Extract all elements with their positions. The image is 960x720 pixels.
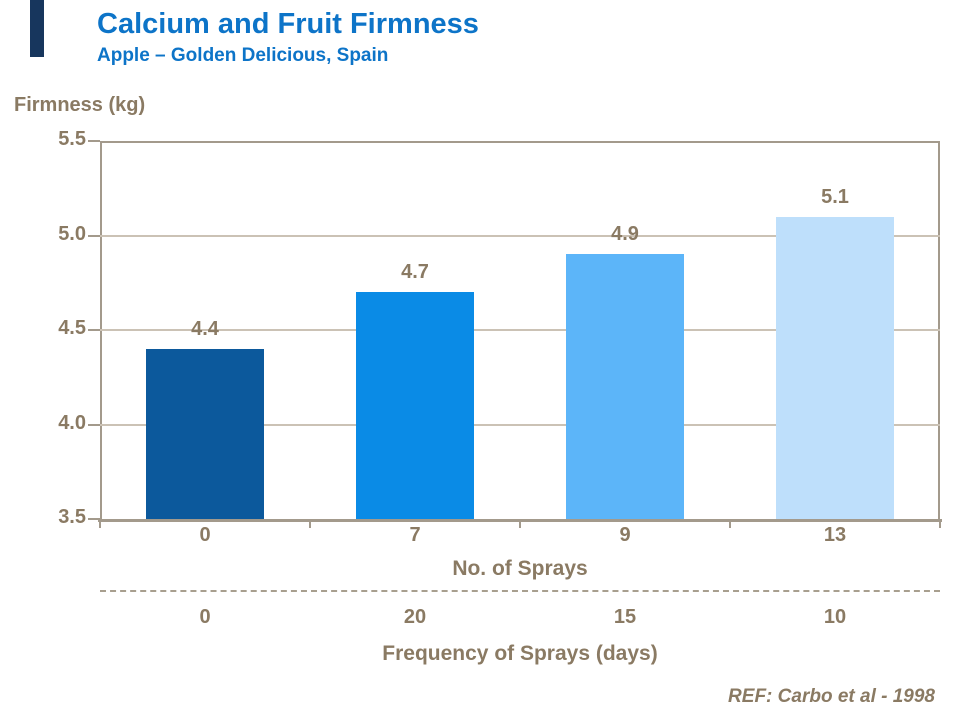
dashed-divider-line <box>100 590 940 592</box>
chart-title: Calcium and Fruit Firmness <box>97 8 479 40</box>
gridline <box>100 329 940 331</box>
chart-subtitle: Apple – Golden Delicious, Spain <box>97 45 389 66</box>
plot-area: 4.4 4.7 4.9 5.1 <box>88 140 942 528</box>
bar <box>566 254 684 519</box>
frequency-value: 0 <box>199 606 211 628</box>
bar <box>776 216 894 519</box>
bar-value-label: 5.1 <box>821 185 849 208</box>
x-axis-tick <box>309 519 311 528</box>
frequency-axis-title: Frequency of Sprays (days) <box>382 642 658 665</box>
y-axis-tick-label: 4.5 <box>58 317 86 339</box>
x-axis-tick <box>729 519 731 528</box>
frequency-value: 10 <box>823 606 847 628</box>
y-axis-tick <box>88 234 100 237</box>
x-axis-tick <box>519 519 521 528</box>
bar-value-label: 4.9 <box>611 223 639 246</box>
bar-value-label: 4.7 <box>401 261 429 284</box>
x-axis-tick <box>99 519 101 528</box>
y-axis-tick-label: 5.5 <box>58 128 86 150</box>
x-axis-tick-label: 0 <box>199 524 211 546</box>
x-axis-tick <box>939 519 941 528</box>
plot-border-top <box>100 141 940 143</box>
reference-citation: REF: Carbo et al - 1998 <box>728 686 935 707</box>
y-axis-tick <box>88 423 100 426</box>
y-axis-tick-label: 3.5 <box>58 506 86 528</box>
y-axis-tick-label: 4.0 <box>58 411 86 434</box>
gridline <box>100 234 940 237</box>
y-axis-tick <box>88 140 100 142</box>
x-axis-tick-label: 13 <box>823 524 847 546</box>
frequency-value: 15 <box>613 606 637 628</box>
gridline <box>100 423 940 426</box>
y-axis-tick-label: 5.0 <box>58 222 86 245</box>
x-axis-tick-labels: 0 7 9 13 <box>100 524 940 547</box>
bar <box>146 348 264 519</box>
template-accent-bar <box>30 0 44 57</box>
y-axis-tick <box>88 518 100 520</box>
bar-value-label: 4.4 <box>191 317 219 340</box>
y-axis-tick <box>88 329 100 331</box>
bar <box>356 292 474 519</box>
y-axis-tick-labels: 5.5 5.0 4.5 4.0 3.5 <box>14 128 86 528</box>
frequency-value: 20 <box>403 606 427 628</box>
x-axis-title: No. of Sprays <box>452 557 588 580</box>
frequency-values-row: 0 20 15 10 <box>100 606 940 629</box>
y-axis-title: Firmness (kg) <box>14 94 146 116</box>
x-axis-tick-label: 9 <box>619 524 631 546</box>
x-axis-tick-label: 7 <box>409 524 421 546</box>
